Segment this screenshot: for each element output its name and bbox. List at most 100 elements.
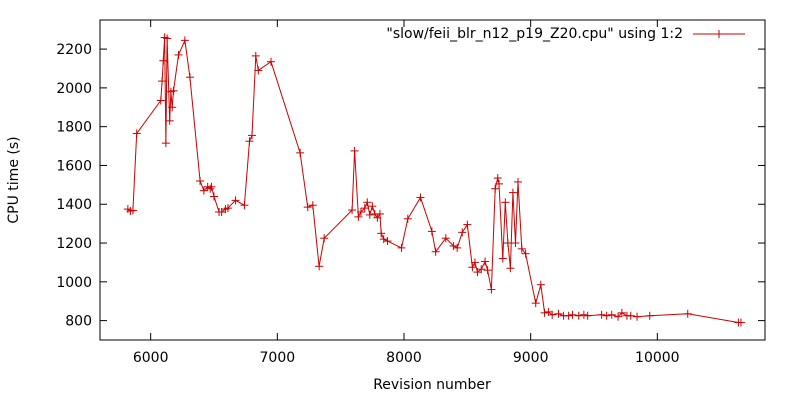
data-point	[491, 184, 500, 193]
data-point	[196, 176, 205, 185]
data-point	[206, 184, 215, 193]
data-point	[481, 257, 490, 266]
data-point	[568, 310, 577, 319]
data-point	[449, 241, 458, 250]
data-point	[156, 96, 165, 105]
data-point	[498, 254, 507, 263]
data-point	[158, 77, 167, 86]
data-point	[554, 309, 563, 318]
data-point	[536, 280, 545, 289]
data-point	[348, 206, 357, 215]
data-point	[501, 198, 510, 207]
data-point	[477, 265, 486, 274]
data-point	[548, 310, 557, 319]
series-line	[127, 37, 741, 323]
data-point	[231, 196, 240, 205]
data-point	[368, 202, 377, 211]
data-point	[163, 34, 172, 43]
data-point	[521, 249, 530, 258]
data-point	[240, 201, 249, 210]
data-point	[159, 56, 168, 65]
data-point	[161, 139, 170, 148]
y-tick-label: 1400	[56, 197, 92, 213]
data-point	[403, 214, 412, 223]
data-point	[360, 204, 369, 213]
data-point	[363, 198, 372, 207]
data-point	[267, 57, 275, 66]
y-tick-label: 800	[65, 314, 92, 330]
data-point	[223, 204, 232, 213]
y-tick-label: 1000	[56, 275, 92, 291]
x-axis-label: Revision number	[373, 377, 491, 393]
data-point	[579, 310, 588, 319]
x-tick-label: 9000	[513, 350, 549, 366]
data-point	[169, 86, 178, 95]
data-point	[617, 308, 626, 317]
y-tick-label: 2200	[56, 42, 92, 58]
data-point	[168, 103, 177, 112]
data-point	[645, 311, 654, 320]
y-tick-label: 1200	[56, 236, 92, 252]
data-point	[564, 311, 573, 320]
data-point	[308, 201, 317, 210]
plot-frame	[99, 19, 766, 341]
data-point	[583, 311, 592, 320]
y-tick-label: 1800	[56, 120, 92, 136]
data-point	[254, 66, 263, 75]
data-point	[354, 212, 363, 221]
y-axis-label: CPU time (s)	[6, 136, 22, 223]
data-point	[493, 174, 502, 183]
data-point	[514, 177, 522, 186]
y-tick-label: 2000	[56, 81, 92, 97]
data-point	[210, 192, 218, 201]
data-point	[174, 50, 183, 59]
data-point	[736, 318, 745, 327]
legend-label: "slow/feii_blr_n12_p19_Z20.cpu" using 1:…	[386, 26, 683, 42]
data-point	[180, 36, 189, 45]
data-point	[165, 116, 174, 125]
data-point	[397, 243, 406, 252]
data-point	[626, 311, 635, 320]
series-layer	[123, 33, 745, 327]
data-point	[574, 311, 583, 320]
data-point	[245, 137, 254, 146]
data-point	[251, 51, 260, 60]
data-point	[614, 312, 623, 321]
data-point	[463, 220, 472, 229]
data-point	[506, 264, 515, 273]
data-point	[375, 209, 384, 218]
data-point	[132, 129, 141, 138]
data-point	[350, 146, 359, 155]
data-point	[199, 186, 208, 195]
legend: "slow/feii_blr_n12_p19_Z20.cpu" using 1:…	[386, 26, 745, 42]
data-point	[296, 148, 305, 157]
ticks-layer: 6000 7000 8000 9000 10000 800 1000 1200 1400 1600…	[56, 20, 765, 366]
data-point	[683, 309, 692, 318]
data-point	[602, 311, 611, 320]
data-point	[503, 239, 512, 248]
data-point	[356, 208, 365, 216]
x-tick-label: 7000	[260, 350, 296, 366]
data-point	[607, 310, 616, 319]
data-point	[540, 308, 549, 317]
data-point	[487, 285, 496, 294]
data-point	[320, 234, 329, 243]
data-point	[315, 262, 324, 271]
data-point	[248, 131, 256, 140]
data-point	[427, 227, 436, 236]
data-point	[207, 182, 216, 191]
data-point	[128, 206, 137, 215]
data-point	[383, 237, 392, 246]
data-point	[365, 210, 374, 219]
legend-marker	[715, 30, 723, 38]
data-point	[377, 229, 386, 238]
data-point	[495, 179, 503, 188]
data-point	[453, 243, 462, 252]
data-point	[511, 239, 520, 248]
data-point	[468, 263, 477, 272]
data-point	[531, 299, 540, 308]
data-point	[470, 258, 479, 267]
data-point	[458, 228, 467, 237]
data-point	[441, 234, 450, 243]
